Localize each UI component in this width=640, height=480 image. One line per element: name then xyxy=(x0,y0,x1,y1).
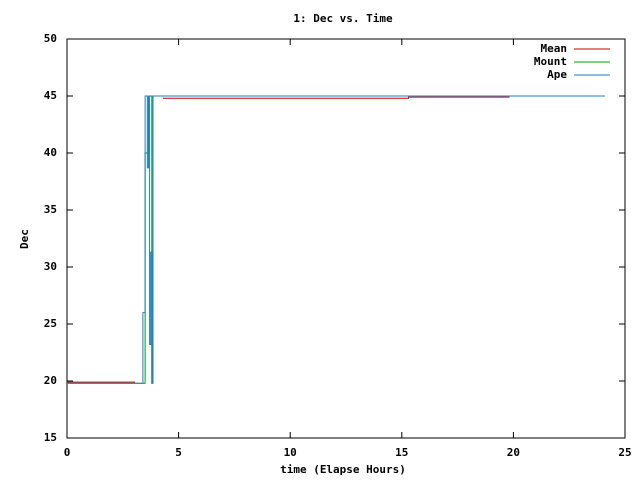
y-tick-label: 30 xyxy=(44,260,57,273)
x-tick-label: 15 xyxy=(395,446,408,459)
y-tick-label: 25 xyxy=(44,317,57,330)
legend-label: Ape xyxy=(547,68,567,81)
y-tick-label: 35 xyxy=(44,203,57,216)
chart-title: 1: Dec vs. Time xyxy=(293,12,393,25)
x-tick-label: 25 xyxy=(618,446,631,459)
legend-label: Mean xyxy=(541,42,568,55)
y-tick-label: 20 xyxy=(44,374,57,387)
x-tick-label: 0 xyxy=(64,446,71,459)
x-tick-label: 20 xyxy=(507,446,520,459)
series-line xyxy=(67,95,605,384)
x-axis-label: time (Elapse Hours) xyxy=(280,463,406,476)
y-tick-label: 45 xyxy=(44,89,57,102)
x-tick-label: 10 xyxy=(284,446,297,459)
plot-frame xyxy=(66,38,626,439)
legend-label: Mount xyxy=(534,55,567,68)
y-tick-label: 15 xyxy=(44,431,57,444)
x-tick-label: 5 xyxy=(175,446,182,459)
y-axis-label: Dec xyxy=(18,229,31,249)
y-tick-label: 50 xyxy=(44,32,57,45)
y-tick-label: 40 xyxy=(44,146,57,159)
